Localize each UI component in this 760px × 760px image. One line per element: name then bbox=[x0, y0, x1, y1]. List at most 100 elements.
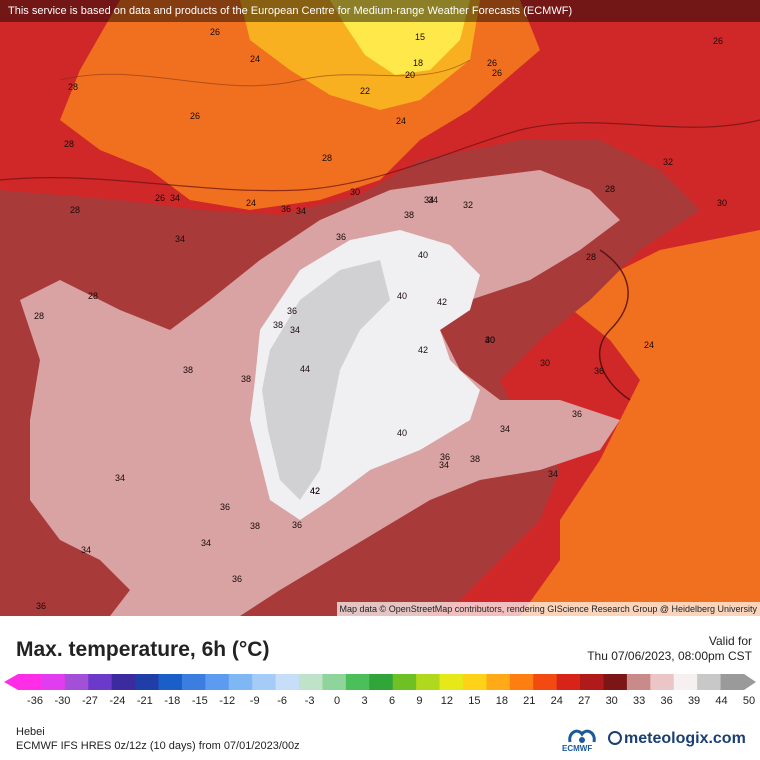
isotherm-label: 34 bbox=[548, 469, 558, 479]
colorbar-tick-label: -18 bbox=[164, 695, 181, 707]
colorbar-left-arrow bbox=[4, 674, 18, 690]
colorbar-tick-label: 21 bbox=[523, 695, 536, 707]
colorbar-tick-label: -30 bbox=[54, 695, 71, 707]
map-attribution[interactable]: Map data © OpenStreetMap contributors, r… bbox=[336, 602, 760, 616]
isotherm-label: 26 bbox=[155, 193, 165, 203]
valid-time: Thu 07/06/2023, 08:00pm CST bbox=[587, 649, 752, 663]
colorbar-tick-label: 15 bbox=[468, 695, 481, 707]
colorbar-tick-label: 24 bbox=[550, 695, 563, 707]
colorbar-segment bbox=[275, 674, 300, 690]
colorbar-segment bbox=[369, 674, 394, 690]
isotherm-label: 40 bbox=[397, 428, 407, 438]
isotherm-label: 28 bbox=[68, 82, 78, 92]
colorbar-segment bbox=[486, 674, 511, 690]
isotherm-label: 26 bbox=[190, 111, 200, 121]
isotherm-label: 26 bbox=[492, 68, 502, 78]
isotherm-label: 32 bbox=[463, 200, 473, 210]
colorbar-segment bbox=[673, 674, 698, 690]
isotherm-label: 30 bbox=[717, 198, 727, 208]
colorbar-tick-label: -21 bbox=[136, 695, 153, 707]
ecmwf-logo-text: ECMWF bbox=[562, 744, 593, 753]
colorbar-segment bbox=[135, 674, 160, 690]
colorbar-segment bbox=[720, 674, 745, 690]
isotherm-label: 34 bbox=[115, 473, 125, 483]
isotherm-label: 40 bbox=[418, 250, 428, 260]
isotherm-label: 36 bbox=[440, 452, 450, 462]
meteologix-logo-icon bbox=[608, 731, 622, 745]
colorbar-tick-label: 9 bbox=[416, 695, 423, 707]
isotherm-label: 36 bbox=[232, 574, 242, 584]
colorbar-segment bbox=[111, 674, 136, 690]
isotherm-label: 22 bbox=[360, 86, 370, 96]
isotherm-label: 34 bbox=[296, 206, 306, 216]
meteologix-logo[interactable]: meteologix.com bbox=[608, 730, 746, 748]
isotherm-label: 18 bbox=[413, 58, 423, 68]
colorbar-segment bbox=[697, 674, 722, 690]
colorbar-segment bbox=[626, 674, 651, 690]
ecmwf-notice: This service is based on data and produc… bbox=[8, 5, 573, 17]
colorbar-segment bbox=[41, 674, 66, 690]
colorbar-tick-label: -3 bbox=[304, 695, 315, 707]
colorbar-tick-label: 12 bbox=[440, 695, 454, 707]
isotherm-label: 42 bbox=[310, 486, 320, 496]
colorbar-segment bbox=[556, 674, 581, 690]
isotherm-label: 36 bbox=[336, 232, 346, 242]
isotherm-label: 42 bbox=[310, 486, 320, 496]
isotherm-label: 36 bbox=[594, 366, 604, 376]
isotherm-label: 40 bbox=[485, 335, 495, 345]
isotherm-label: 26 bbox=[487, 58, 497, 68]
valid-label: Valid for bbox=[708, 634, 752, 648]
isotherm-label: 36 bbox=[36, 601, 46, 611]
isotherm-label: 34 bbox=[439, 460, 449, 470]
ecmwf-logo bbox=[568, 729, 596, 743]
region-name: Hebei bbox=[16, 726, 45, 738]
isotherm-label: 30 bbox=[540, 358, 550, 368]
colorbar-tick-label: 27 bbox=[578, 695, 591, 707]
colorbar-segment bbox=[299, 674, 323, 690]
colorbar-segment bbox=[392, 674, 417, 690]
isotherm-label: 36 bbox=[287, 306, 297, 316]
colorbar-tick-label: 39 bbox=[687, 695, 701, 707]
isotherm-label: 34 bbox=[201, 538, 211, 548]
isotherm-label: 28 bbox=[70, 205, 80, 215]
colorbar-tick-label: -24 bbox=[109, 695, 126, 707]
isotherm-label: 30 bbox=[485, 335, 495, 345]
isotherm-label: 34 bbox=[500, 424, 510, 434]
legend-panel: Max. temperature, 6h (°C) Valid for Thu … bbox=[0, 616, 760, 760]
isotherm-label: 42 bbox=[437, 297, 447, 307]
colorbar-segment bbox=[439, 674, 464, 690]
isotherm-label: 34 bbox=[424, 195, 434, 205]
colorbar-tick-label: -27 bbox=[81, 695, 98, 707]
meteologix-logo-text: meteologix.com bbox=[624, 730, 746, 747]
isotherm-label: 38 bbox=[470, 454, 480, 464]
colorbar-tick-label: 0 bbox=[334, 695, 341, 707]
hot-core-gray bbox=[262, 260, 390, 500]
colorbar-segment bbox=[650, 674, 675, 690]
isotherm-label: 28 bbox=[64, 139, 74, 149]
isotherm-label: 28 bbox=[88, 291, 98, 301]
colorbar-ticks: -36 -30 -27 -24 -21 -18 -15 -12 -9 -6 -3 0 3 6 9 12 15 18… bbox=[0, 695, 760, 711]
colorbar-tick-label: -9 bbox=[249, 695, 260, 707]
colorbar-segment bbox=[533, 674, 558, 690]
colorbar-tick-label: 33 bbox=[633, 695, 646, 707]
model-info: ECMWF IFS HRES 0z/12z (10 days) from 07/… bbox=[16, 740, 300, 752]
isotherm-label: 24 bbox=[396, 116, 406, 126]
temperature-map[interactable]: 26 24 15 18 20 26 28 26 22 24 26 28 28 26 32 26 34 28 28 30… bbox=[0, 0, 760, 616]
isotherm-label: 44 bbox=[300, 364, 310, 374]
coastline bbox=[599, 249, 631, 401]
colorbar-segment bbox=[603, 674, 628, 690]
colorbar-segment bbox=[158, 674, 183, 690]
isotherm-label: 38 bbox=[183, 365, 193, 375]
isotherm-label: 28 bbox=[586, 252, 596, 262]
colorbar-tick-label: 36 bbox=[660, 695, 673, 707]
colorbar-segment bbox=[228, 674, 253, 690]
colorbar-segment bbox=[416, 674, 441, 690]
colorbar-segment bbox=[580, 674, 604, 690]
colorbar-tick-label: 18 bbox=[495, 695, 508, 707]
colorbar-segment bbox=[462, 674, 487, 690]
colorbar-tick-label: -12 bbox=[219, 695, 236, 707]
colorbar-tick-label: 3 bbox=[361, 695, 368, 707]
mild-zone-southeast bbox=[520, 230, 760, 616]
isotherm-label: 34 bbox=[175, 234, 185, 244]
colorbar-tick-label: -15 bbox=[191, 695, 208, 707]
